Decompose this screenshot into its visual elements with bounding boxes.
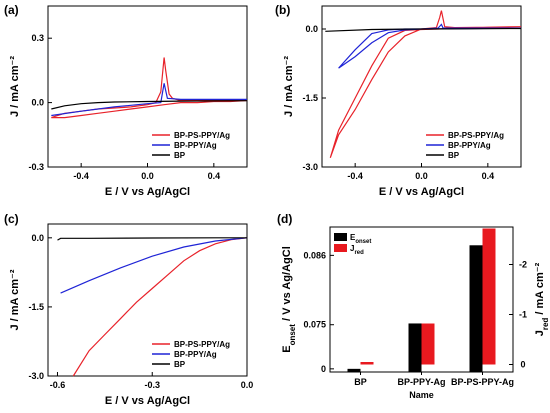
y-tick-label: 0.0 [31, 98, 44, 108]
panel-a: -0.4 0.0 0.4 -0.3 0.0 0.3 E / V vs Ag/AgCl J / … [4, 3, 248, 198]
plot-frame [47, 223, 248, 377]
series-line-2 [57, 237, 247, 241]
series-line-1 [60, 237, 248, 294]
y-tick-label: -1.5 [302, 93, 318, 103]
legend-entry: BP [174, 151, 186, 160]
bar-j-red [360, 362, 374, 365]
x-axis-label: E / V vs Ag/AgCl [379, 186, 464, 198]
y-axis-label: J / mA cm⁻² [9, 56, 21, 117]
y-tick-label: 0.086 [303, 250, 326, 260]
x-tick-label: BP-PS-PPY-Ag [451, 377, 514, 387]
x-tick-label: -0.3 [144, 380, 160, 390]
x-tick-label: 0.0 [141, 171, 154, 181]
x-tick-label: BP-PPY-Ag [397, 377, 445, 387]
x-tick-label: BP [354, 377, 367, 387]
legend-entry: Jred [350, 244, 364, 256]
panel-label: (a) [4, 3, 19, 17]
y2-tick-label: -1 [519, 310, 527, 320]
legend-swatch [334, 233, 347, 241]
legend-entry: Eonset [350, 233, 371, 245]
x-tick-label: -0.4 [347, 171, 363, 181]
bar-e-onset [347, 368, 361, 372]
legend-entry: BP-PS-PPY/Ag [174, 340, 230, 349]
x-tick-label: -0.4 [73, 171, 89, 181]
x-tick-label: 0.0 [415, 171, 428, 181]
x-tick-label: 0.4 [482, 171, 495, 181]
panel-label: (d) [277, 212, 292, 226]
x-tick-label: -0.6 [50, 380, 66, 390]
x-axis-label: E / V vs Ag/AgCl [105, 395, 190, 407]
legend-swatch [334, 244, 347, 252]
y-tick-label: 0.0 [31, 233, 44, 243]
y-axis-label: J / mA cm⁻² [283, 56, 295, 117]
x-axis-label: E / V vs Ag/AgCl [105, 186, 190, 198]
bar-j-red [421, 323, 435, 365]
y2-axis-label: Jred / mA cm⁻² [534, 262, 550, 336]
y2-tick-label: -2 [519, 260, 527, 270]
y-tick-label: 0.3 [31, 33, 44, 43]
y-tick-label: -3.0 [302, 162, 318, 172]
panel-label: (c) [4, 212, 19, 226]
y-axis-label: J / mA cm⁻² [9, 269, 21, 330]
y-tick-label: 0 [321, 364, 326, 374]
bar-j-red [482, 228, 496, 365]
legend-entry: BP-PS-PPY/Ag [448, 131, 504, 140]
series-line-0 [72, 237, 248, 377]
panel-c: -0.6 -0.3 0.0 -3.0 -1.5 0.0 E / V vs Ag/AgCl J … [4, 212, 253, 407]
x-tick-label: 0.0 [241, 380, 254, 390]
panel-b: -0.4 0.0 0.4 -3.0 -1.5 0.0 E / V vs Ag/AgCl J /… [275, 3, 522, 198]
x-tick-label: 0.4 [208, 171, 221, 181]
y-tick-label: -1.5 [28, 302, 44, 312]
legend-entry: BP [174, 360, 186, 369]
legend-entry: BP-PPY/Ag [174, 350, 217, 359]
y-tick-label: 0.075 [303, 320, 326, 330]
y-axis-label: Eonset / V vs Ag/AgCl [281, 246, 297, 353]
panel-d: 0 0.075 0.086 0 -1 -2 BP BP-PPY-Ag BP-PS-PPY-Ag N… [277, 212, 550, 400]
series-line-1 [51, 83, 247, 117]
legend-entry: BP-PPY/Ag [174, 141, 217, 150]
panel-label: (b) [275, 3, 290, 17]
y-tick-label: -3.0 [28, 371, 44, 381]
bar-e-onset [408, 323, 422, 372]
legend-entry: BP-PPY/Ag [448, 141, 491, 150]
legend-entry: BP [448, 151, 460, 160]
y2-tick-label: 0 [520, 360, 525, 370]
series-line-2 [51, 100, 248, 110]
legend-entry: BP-PS-PPY/Ag [174, 131, 230, 140]
y-tick-label: -0.3 [28, 162, 44, 172]
plot-frame [47, 5, 248, 168]
bar-e-onset [469, 245, 483, 372]
series-line-1 [338, 23, 522, 69]
y-tick-label: 0.0 [305, 24, 318, 34]
series-line-2 [325, 27, 522, 32]
x-axis-label: Name [409, 390, 434, 400]
series-line-0 [51, 57, 248, 119]
